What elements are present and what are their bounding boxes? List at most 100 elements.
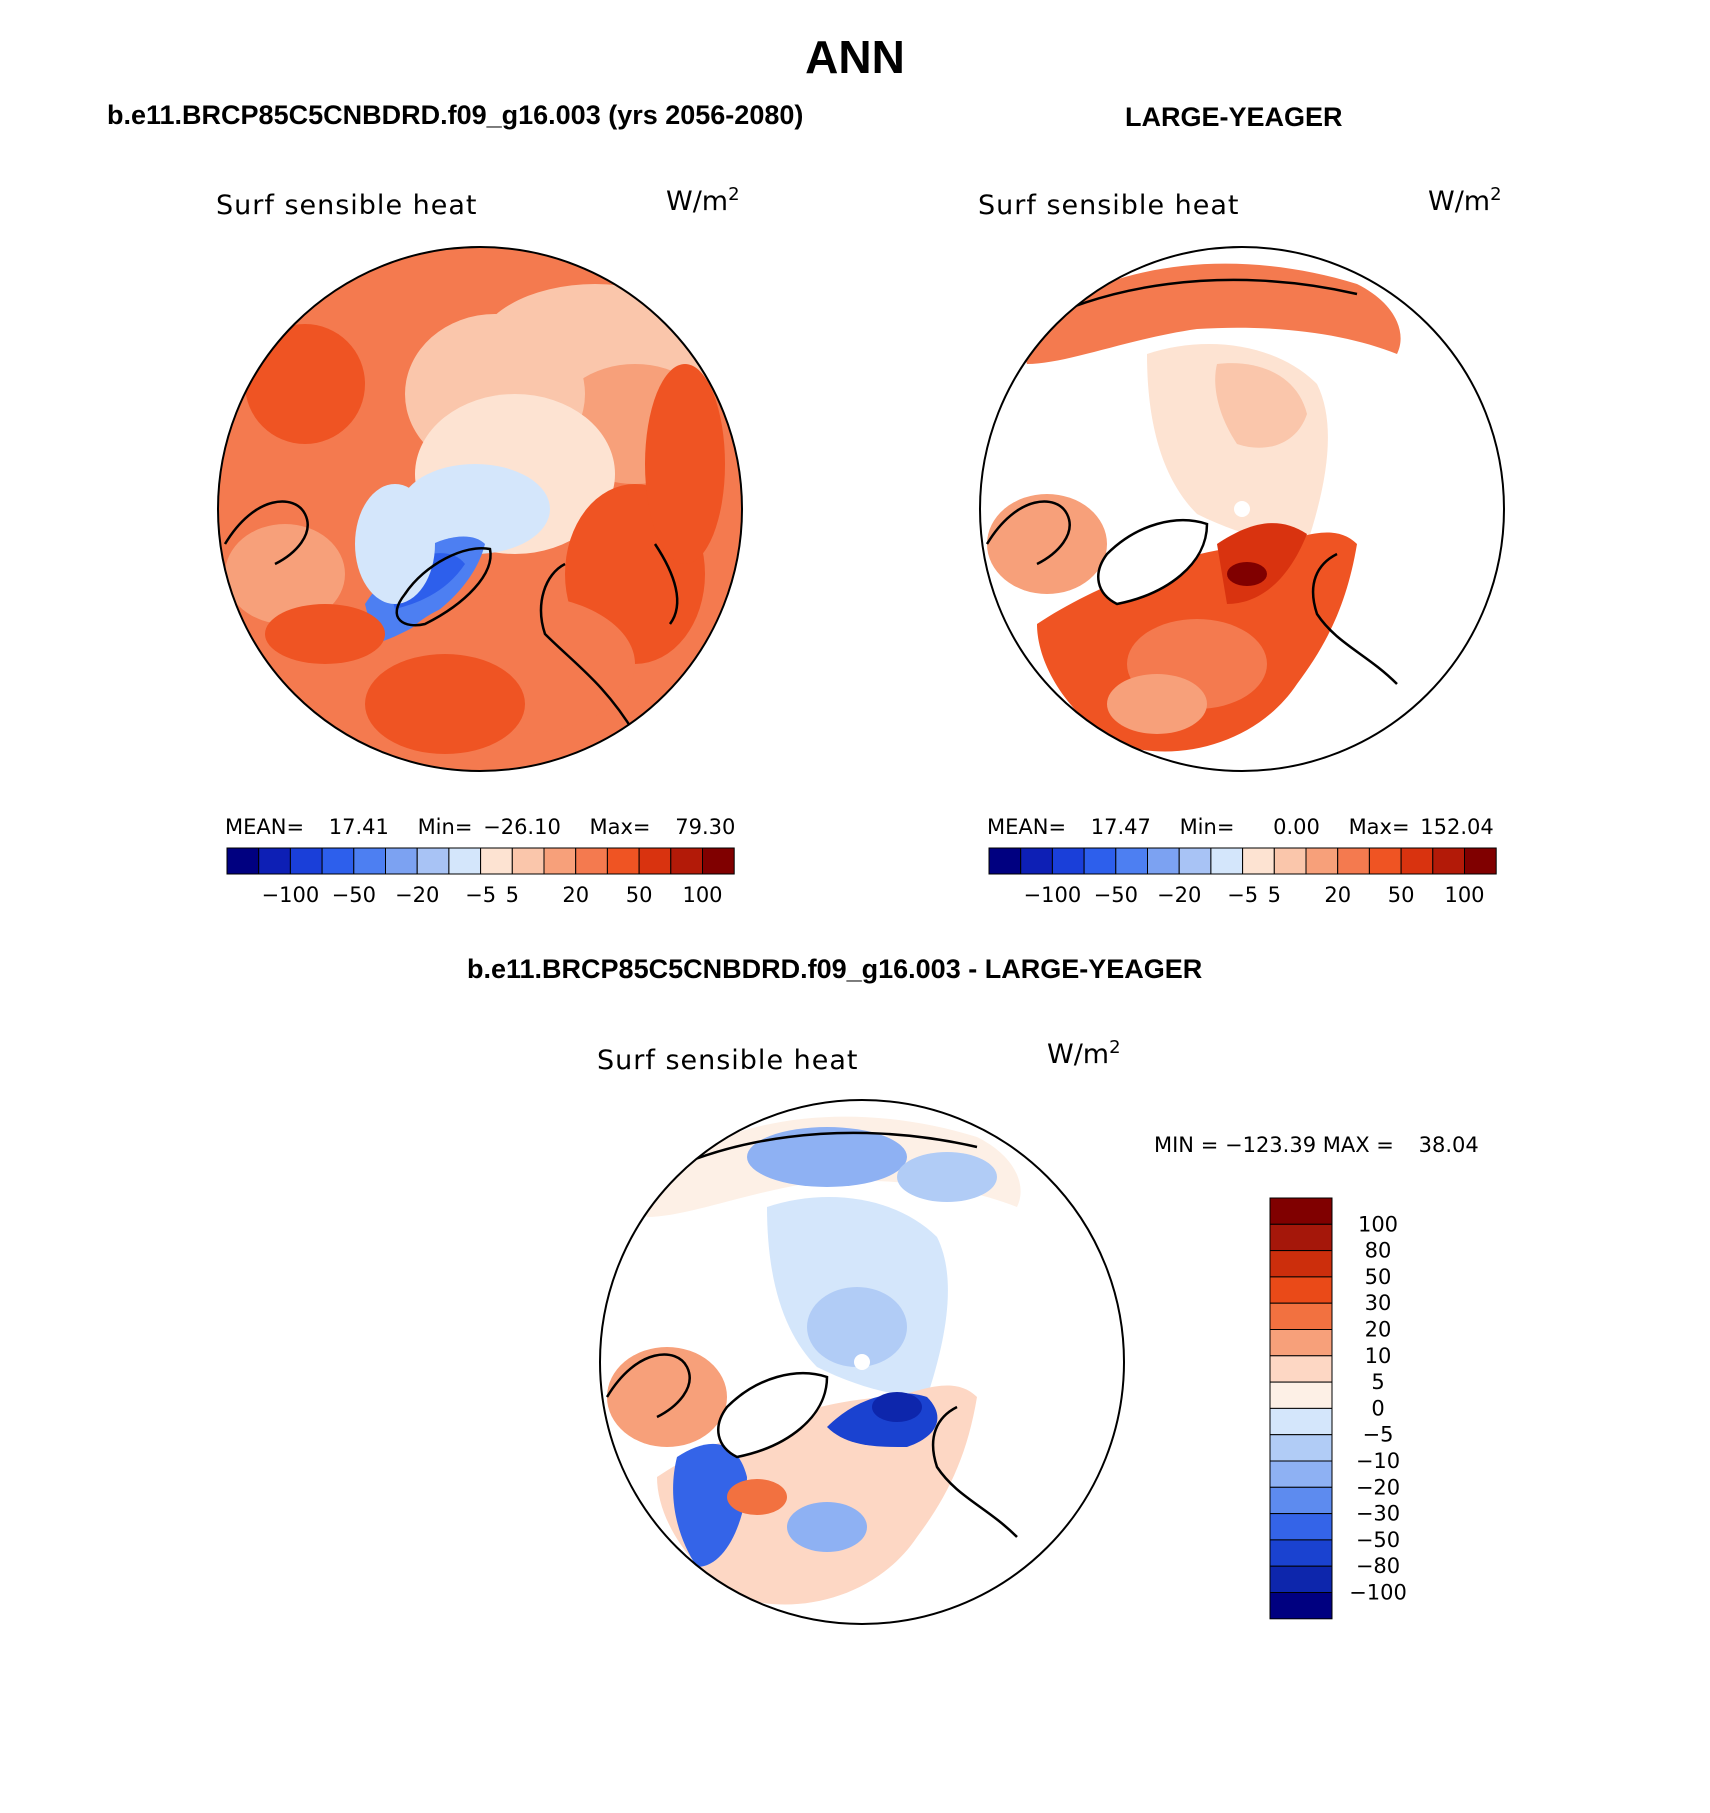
panel-3-max-label: MAX =: [1322, 1133, 1394, 1157]
panel-3-stats: MIN = −123.39 MAX = 38.04: [1154, 1133, 1479, 1157]
panel-3-heading: b.e11.BRCP85C5CNBDRD.f09_g16.003 - LARGE…: [467, 954, 1203, 984]
panel-1-min-label: Min=: [417, 815, 473, 839]
panel-3-min-label: MIN =: [1154, 1133, 1219, 1157]
panel-3-unit-label: W/m2: [1047, 1037, 1121, 1070]
colorbar-swatch: [1051, 847, 1085, 875]
colorbar-tick-label: −20: [1356, 1475, 1400, 1499]
panel-2-map: [979, 246, 1505, 772]
panel-2-min-value: 0.00: [1273, 815, 1320, 839]
panel-1-map: [217, 246, 743, 772]
colorbar-tick-label: 80: [1365, 1239, 1392, 1263]
colorbar-tick-label: 50: [626, 883, 653, 907]
colorbar-swatch: [511, 847, 545, 875]
colorbar-tick-label: 100: [682, 883, 722, 907]
colorbar-tick-label: −100: [1349, 1581, 1407, 1605]
colorbar-swatch: [1337, 847, 1370, 875]
colorbar-tick-label: −50: [332, 883, 376, 907]
colorbar-tick-label: 50: [1365, 1265, 1392, 1289]
colorbar-swatch: [1269, 1513, 1333, 1541]
panel-1-stats: MEAN= 17.41 Min= −26.10 Max= 79.30: [225, 815, 735, 839]
colorbar-swatch: [1210, 847, 1244, 875]
colorbar-swatch: [670, 847, 703, 875]
colorbar-swatch: [1400, 847, 1434, 875]
panel-3-map: [599, 1099, 1125, 1625]
colorbar-tick-label: −30: [1356, 1502, 1400, 1526]
colorbar-swatch: [1115, 847, 1149, 875]
colorbar-swatch: [1273, 847, 1307, 875]
colorbar-swatch: [1269, 1197, 1333, 1225]
colorbar-swatch: [638, 847, 672, 875]
colorbar-tick-label: 10: [1365, 1344, 1392, 1368]
panel-2-mean-label: MEAN=: [987, 815, 1067, 839]
colorbar-tick-label: 20: [1365, 1318, 1392, 1342]
colorbar-tick-label: 100: [1444, 883, 1484, 907]
colorbar-tick-label: 100: [1358, 1212, 1398, 1236]
colorbar-swatch: [1020, 847, 1053, 875]
colorbar-swatch: [1269, 1329, 1333, 1357]
colorbar-tick-label: −10: [1356, 1449, 1400, 1473]
colorbar-swatch: [321, 847, 355, 875]
colorbar-swatch: [480, 847, 513, 875]
colorbar-swatch: [988, 847, 1022, 875]
colorbar-swatch: [289, 847, 323, 875]
colorbar-tick-label: 20: [1324, 883, 1351, 907]
colorbar-tick-label: 50: [1388, 883, 1415, 907]
colorbar-tick-label: −5: [1363, 1423, 1394, 1447]
colorbar-swatch: [543, 847, 577, 875]
colorbar-swatch: [258, 847, 291, 875]
colorbar-swatch: [702, 847, 735, 875]
colorbar-swatch: [226, 847, 260, 875]
colorbar-tick-label: 20: [562, 883, 589, 907]
panel-2-colorbar: −100 −50 −20 −5 5 20 50 100: [988, 847, 1497, 907]
colorbar-swatch: [1464, 847, 1497, 875]
panel-3-min-value: −123.39: [1224, 1133, 1317, 1157]
colorbar-swatch: [1269, 1539, 1333, 1567]
colorbar-swatch: [1178, 847, 1212, 875]
colorbar-tick-label: −5: [1227, 883, 1258, 907]
colorbar-swatch: [1269, 1250, 1333, 1278]
colorbar-swatch: [1269, 1592, 1333, 1620]
colorbar-swatch: [1269, 1486, 1333, 1515]
page-title: ANN: [805, 31, 905, 83]
colorbar-swatch: [1305, 847, 1339, 875]
colorbar-tick-label: 5: [1268, 883, 1281, 907]
colorbar-tick-label: −50: [1094, 883, 1138, 907]
panel-2-variable-label: Surf sensible heat: [978, 190, 1240, 221]
colorbar-swatch: [1269, 1302, 1333, 1330]
colorbar-tick-label: −20: [1157, 883, 1201, 907]
panel-2-stats: MEAN= 17.47 Min= 0.00 Max= 152.04: [987, 815, 1494, 839]
panel-1-mean-value: 17.41: [328, 815, 389, 839]
panel-1-unit-label: W/m2: [666, 184, 740, 217]
colorbar-swatch: [1269, 1355, 1333, 1383]
colorbar-swatch: [1269, 1565, 1333, 1594]
panel-1-max-label: Max=: [589, 815, 651, 839]
colorbar-tick-label: −50: [1356, 1528, 1400, 1552]
colorbar-tick-label: −20: [395, 883, 439, 907]
panel-2-max-value: 152.04: [1420, 815, 1494, 839]
panel-2-min-label: Min=: [1179, 815, 1235, 839]
colorbar-swatch: [385, 847, 418, 875]
colorbar-swatch: [1242, 847, 1275, 875]
colorbar-swatch: [1269, 1381, 1333, 1409]
panel-3-max-value: 38.04: [1418, 1133, 1479, 1157]
colorbar-tick-label: 30: [1365, 1291, 1392, 1315]
colorbar-tick-label: 5: [506, 883, 519, 907]
colorbar-swatch: [1147, 847, 1180, 875]
panel-1-min-value: −26.10: [483, 815, 561, 839]
colorbar-swatch: [1432, 847, 1465, 875]
panel-1-heading: b.e11.BRCP85C5CNBDRD.f09_g16.003 (yrs 20…: [107, 100, 804, 130]
panel-2-max-label: Max=: [1348, 815, 1410, 839]
colorbar-swatch: [1083, 847, 1117, 875]
colorbar-tick-label: −80: [1356, 1554, 1400, 1578]
colorbar-tick-label: −100: [262, 883, 320, 907]
colorbar-tick-label: 0: [1371, 1396, 1384, 1420]
colorbar-swatch: [1368, 847, 1402, 875]
colorbar-swatch: [1269, 1460, 1333, 1488]
panel-2-unit-label: W/m2: [1428, 184, 1502, 217]
panel-1-variable-label: Surf sensible heat: [216, 190, 478, 221]
panel-1-mean-label: MEAN=: [225, 815, 305, 839]
panel-1-colorbar: −100 −50 −20 −5 5 20 50 100: [226, 847, 735, 907]
colorbar-swatch: [1269, 1223, 1333, 1252]
colorbar-swatch: [448, 847, 482, 875]
